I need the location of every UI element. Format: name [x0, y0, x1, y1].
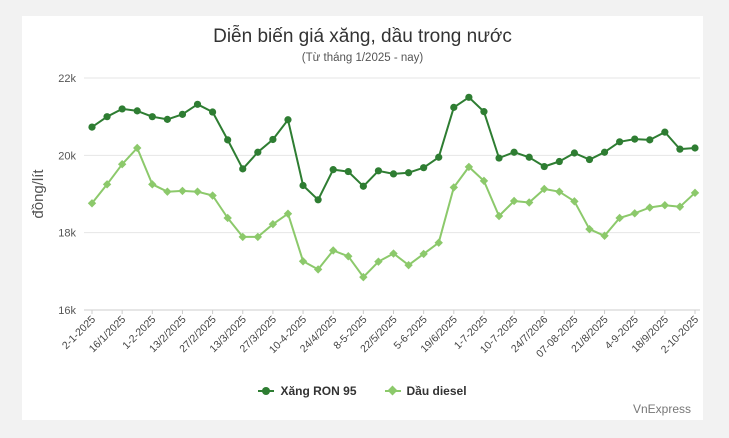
data-point-ron95 [585, 155, 594, 164]
data-point-ron95 [209, 108, 217, 116]
data-point-diesel [148, 180, 157, 189]
data-point-diesel [675, 202, 685, 211]
data-point-diesel [615, 213, 624, 223]
data-point-diesel [479, 176, 489, 186]
data-point-ron95 [600, 148, 609, 156]
data-point-ron95 [646, 136, 654, 144]
data-point-ron95 [269, 135, 277, 144]
y-tick-label: 16k [58, 305, 76, 317]
data-point-ron95 [103, 113, 111, 121]
data-point-diesel [268, 219, 278, 229]
data-point-ron95 [616, 138, 624, 146]
data-point-ron95 [299, 181, 307, 190]
data-point-ron95 [510, 148, 518, 156]
data-point-ron95 [495, 154, 503, 162]
data-point-ron95 [374, 167, 383, 175]
data-point-ron95 [329, 166, 337, 174]
data-point-ron95 [450, 103, 458, 111]
data-point-diesel [570, 197, 579, 206]
data-point-diesel [298, 257, 308, 266]
data-point-ron95 [254, 148, 262, 156]
data-point-ron95 [404, 169, 413, 177]
data-point-ron95 [239, 165, 247, 173]
data-point-ron95 [163, 115, 171, 123]
data-point-ron95 [435, 153, 443, 161]
data-point-diesel [374, 257, 383, 266]
y-tick-label: 18k [58, 228, 76, 240]
y-tick-label: 22k [58, 73, 76, 85]
data-point-diesel [660, 201, 670, 210]
data-point-diesel [359, 272, 368, 282]
data-point-diesel [87, 199, 97, 208]
data-point-diesel [117, 160, 127, 169]
data-point-diesel [555, 187, 564, 196]
data-point-diesel [193, 187, 202, 196]
chart-subtitle: (Từ tháng 1/2025 - nay) [301, 52, 424, 64]
data-point-diesel [645, 203, 654, 212]
data-point-diesel [238, 232, 247, 242]
legend-marker-ron95 [258, 386, 275, 396]
data-point-diesel [600, 231, 609, 240]
data-point-ron95 [480, 108, 488, 116]
data-point-ron95 [676, 145, 684, 153]
chart-title: Diễn biến giá xăng, dầu trong nước [213, 26, 512, 47]
data-point-diesel [253, 232, 263, 242]
data-point-ron95 [118, 105, 126, 113]
data-point-diesel [313, 265, 323, 274]
data-point-ron95 [525, 153, 533, 161]
legend-item-ron95[interactable]: Xăng RON 95 [258, 384, 357, 398]
data-point-ron95 [570, 149, 579, 157]
data-point-diesel [344, 252, 353, 261]
data-point-diesel [329, 246, 338, 255]
data-point-ron95 [224, 136, 232, 144]
legend-item-diesel[interactable]: Dầu diesel [384, 384, 467, 398]
data-point-diesel [585, 224, 594, 234]
data-point-ron95 [193, 100, 202, 108]
data-point-ron95 [133, 107, 141, 115]
data-point-diesel [419, 249, 428, 259]
data-point-ron95 [540, 162, 548, 171]
data-point-ron95 [691, 144, 699, 152]
data-point-ron95 [420, 164, 428, 172]
data-point-diesel [223, 213, 232, 223]
legend-label-ron95: Xăng RON 95 [280, 384, 357, 398]
data-point-diesel [449, 183, 458, 192]
data-point-ron95 [465, 93, 473, 101]
data-point-ron95 [88, 123, 96, 131]
data-point-diesel [404, 260, 413, 270]
chart-legend: Xăng RON 95 Dầu diesel [22, 384, 703, 398]
legend-marker-diesel [384, 385, 401, 396]
data-point-ron95 [284, 116, 292, 124]
data-point-diesel [494, 211, 504, 221]
data-point-ron95 [555, 157, 563, 166]
line-chart: 16k18k20k22kđồng/lít2-1-202516/1/20251-2… [30, 73, 701, 360]
y-tick-label: 20k [58, 150, 76, 162]
chart-card: Diễn biến giá xăng, dầu trong nước (Từ t… [22, 16, 703, 420]
data-point-ron95 [631, 135, 639, 143]
data-point-diesel [133, 143, 142, 153]
data-point-ron95 [178, 110, 187, 118]
source-credit: VnExpress [632, 402, 691, 416]
data-point-diesel [102, 180, 112, 189]
y-axis-title: đồng/lít [30, 169, 47, 219]
data-point-ron95 [389, 170, 398, 178]
data-point-diesel [690, 188, 700, 198]
data-point-diesel [389, 249, 398, 258]
data-point-diesel [283, 209, 293, 218]
data-point-diesel [178, 186, 187, 196]
data-point-diesel [630, 209, 639, 218]
data-point-diesel [163, 187, 172, 196]
legend-label-diesel: Dầu diesel [406, 384, 467, 398]
data-point-ron95 [661, 128, 669, 136]
data-point-ron95 [148, 113, 156, 121]
data-point-ron95 [314, 196, 322, 204]
data-point-diesel [434, 238, 443, 247]
data-point-ron95 [359, 182, 367, 190]
data-point-ron95 [344, 167, 352, 176]
data-point-diesel [208, 191, 217, 200]
data-point-diesel [540, 184, 549, 194]
data-point-diesel [464, 162, 474, 172]
